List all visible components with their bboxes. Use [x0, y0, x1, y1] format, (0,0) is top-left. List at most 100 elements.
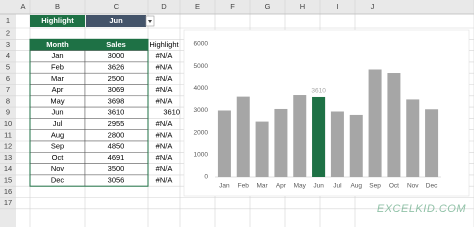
- highlight-cell: 3610: [163, 108, 180, 117]
- watermark: EXCELKID.COM: [377, 203, 466, 215]
- sales-header: Sales: [106, 40, 126, 49]
- bar: [236, 96, 250, 177]
- sales-cell: 3610: [108, 108, 125, 117]
- month-cell: Jun: [51, 108, 63, 117]
- sales-cell: 3000: [108, 51, 125, 60]
- row-header: 11: [4, 130, 12, 139]
- y-tick-label: 5000: [194, 63, 209, 70]
- highlight-header: Highlight: [149, 40, 179, 49]
- x-tick-label: Feb: [238, 183, 250, 190]
- table-header: [30, 39, 148, 51]
- bar: [368, 69, 382, 177]
- row-header: 7: [6, 85, 10, 94]
- bar: [217, 110, 231, 177]
- x-tick-label: Jul: [333, 183, 342, 190]
- y-tick-label: 2000: [194, 129, 209, 136]
- row-header: 15: [4, 176, 12, 185]
- x-tick-label: Dec: [426, 183, 438, 190]
- x-tick-label: Apr: [276, 183, 287, 190]
- sales-cell: 3698: [108, 96, 125, 105]
- x-tick-label: Jun: [313, 183, 324, 190]
- x-tick-label: Mar: [256, 183, 268, 190]
- row-header: 10: [4, 119, 12, 128]
- month-cell: Aug: [51, 130, 64, 139]
- bar: [349, 114, 363, 177]
- row-header: 16: [4, 187, 12, 196]
- bar: [293, 95, 307, 177]
- column-header: B: [55, 2, 60, 11]
- highlight-cell: #N/A: [156, 119, 173, 128]
- dropdown-arrow[interactable]: [148, 20, 152, 23]
- data-label: 3610: [311, 88, 326, 95]
- highlight-cell: #N/A: [156, 176, 173, 185]
- x-tick-label: Aug: [350, 183, 362, 190]
- bar: [274, 108, 288, 177]
- highlight-cell: #N/A: [156, 63, 173, 72]
- selector-cell[interactable]: [86, 15, 146, 27]
- column-header: J: [371, 2, 375, 11]
- column-header: I: [336, 2, 338, 11]
- row-header: 5: [6, 63, 10, 72]
- chart-area: [183, 29, 470, 197]
- highlight-cell: #N/A: [156, 164, 173, 173]
- x-tick-label: Oct: [389, 183, 399, 190]
- column-header: F: [230, 2, 235, 11]
- bar: [255, 121, 269, 177]
- selector-label-cell: [30, 15, 85, 27]
- x-tick-label: May: [294, 183, 307, 190]
- bar: [330, 111, 344, 177]
- row-header: 1: [6, 16, 10, 25]
- column-header: C: [114, 2, 120, 11]
- sales-cell: 2955: [108, 119, 125, 128]
- bar: [425, 109, 439, 177]
- highlight-cell: #N/A: [156, 85, 173, 94]
- highlight-cell: #N/A: [156, 153, 173, 162]
- row-header-bar: [0, 0, 16, 227]
- row-header: 14: [4, 164, 12, 173]
- sales-cell: 4850: [108, 142, 125, 151]
- column-header: G: [265, 2, 271, 11]
- header-bar: [0, 0, 474, 14]
- sales-cell: 2500: [108, 74, 125, 83]
- row-header: 2: [6, 29, 10, 38]
- row-header: 4: [6, 51, 10, 60]
- highlight-cell: #N/A: [156, 51, 173, 60]
- column-header: A: [20, 2, 25, 11]
- column-header: D: [161, 2, 167, 11]
- highlight-cell: #N/A: [156, 142, 173, 151]
- sales-cell: 2800: [108, 130, 125, 139]
- row-header: 6: [6, 74, 10, 83]
- month-cell: Jan: [51, 51, 63, 60]
- x-tick-label: Nov: [407, 183, 419, 190]
- column-header: H: [300, 2, 305, 11]
- highlight-cell: #N/A: [156, 96, 173, 105]
- row-header: 8: [6, 96, 10, 105]
- row-header: 9: [6, 108, 10, 117]
- x-tick-label: Sep: [369, 183, 381, 190]
- selector-value[interactable]: Jun: [109, 16, 123, 25]
- month-cell: Apr: [52, 85, 64, 94]
- month-header: Month: [46, 40, 69, 49]
- bar: [406, 99, 420, 177]
- x-tick-label: Jan: [219, 183, 230, 190]
- bar: [387, 73, 401, 177]
- month-cell: Oct: [52, 153, 65, 162]
- row-header: 13: [4, 153, 12, 162]
- sales-cell: 3626: [108, 63, 125, 72]
- highlight-cell: #N/A: [156, 74, 173, 83]
- selector-label: Highlight: [41, 16, 74, 25]
- y-tick-label: 0: [204, 174, 208, 181]
- month-cell: May: [50, 96, 64, 105]
- sales-cell: 3069: [108, 85, 125, 94]
- y-tick-label: 6000: [194, 41, 209, 48]
- bar: [312, 96, 326, 177]
- month-cell: Mar: [51, 74, 64, 83]
- column-header: E: [195, 2, 200, 11]
- row-header: 12: [4, 142, 12, 151]
- y-tick-label: 1000: [194, 152, 209, 159]
- page: {"sheet": { "columns": ["A", "B", "C", "…: [0, 0, 474, 227]
- y-tick-label: 3000: [194, 107, 209, 114]
- sales-cell: 3056: [108, 176, 125, 185]
- month-cell: Dec: [51, 176, 65, 185]
- table-outline: [29, 38, 149, 187]
